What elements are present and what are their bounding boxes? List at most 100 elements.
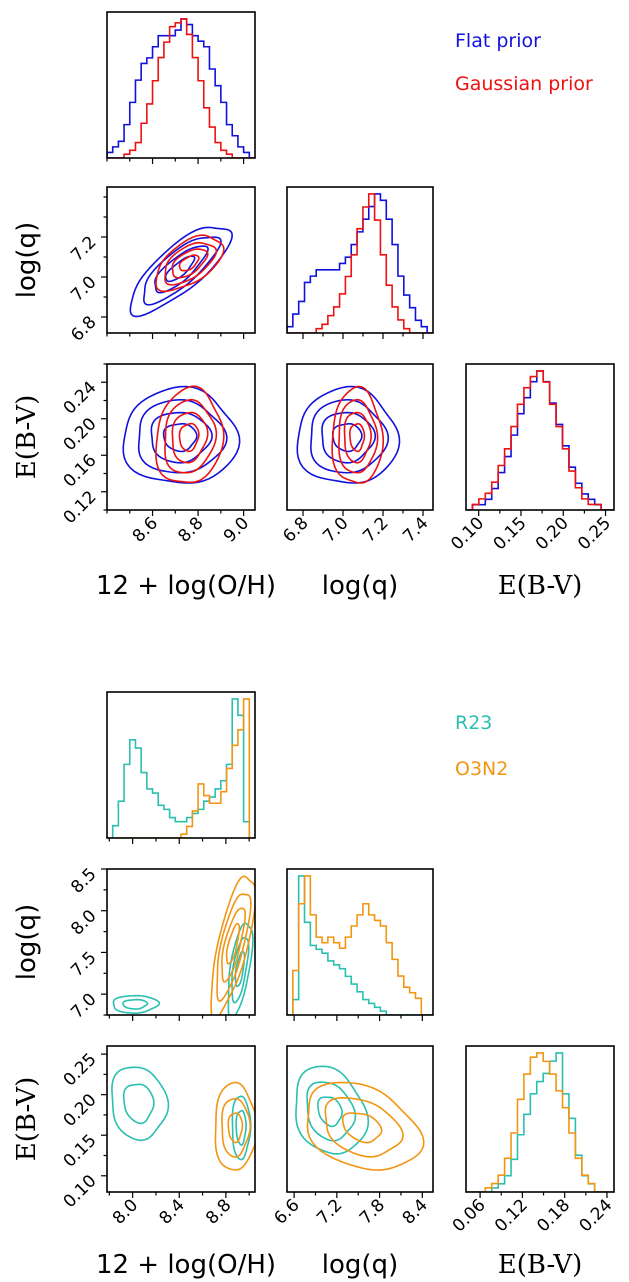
hist-r23-p1 — [287, 875, 433, 1015]
y-tick-label: 0.25 — [60, 1050, 101, 1091]
contour-flat-prior-1-2-0-level-0 — [331, 423, 363, 453]
y-tick-label: 0.15 — [60, 1131, 101, 1172]
x-tick-label: 8.4 — [156, 1195, 189, 1228]
contour-gaussian-prior-0-2-0-level-0 — [178, 422, 200, 453]
contour-gaussian-prior-0-2-0-level-2 — [164, 398, 218, 474]
panel-content — [287, 875, 433, 1015]
y-tick-label: 0.12 — [60, 487, 101, 528]
x-tick-label: 7.8 — [356, 1195, 389, 1228]
y-tick-label: 8.5 — [67, 864, 100, 897]
panel-frame — [106, 868, 256, 1016]
panel-content — [287, 193, 433, 333]
contour-gaussian-prior-1-2-0-level-3 — [331, 385, 385, 484]
y-tick-label: 7.0 — [67, 990, 100, 1023]
hist-flat-prior-p2 — [466, 370, 614, 510]
x-axis-label-0: 12 + log(O/H) — [96, 1250, 276, 1280]
panel-2-1: 6.8 7.0 7.2 7.4 — [279, 363, 434, 547]
contour-flat-prior-1-2-0-level-1 — [321, 411, 377, 464]
panel-content — [112, 875, 255, 1015]
contour-o3n2-1-2-0-level-1 — [324, 1097, 404, 1158]
hist-r23-p2 — [466, 1052, 614, 1192]
panel-frame — [106, 11, 256, 159]
x-tick-label: 0.20 — [532, 513, 573, 554]
x-tick-label: 9.0 — [220, 513, 253, 546]
corner-plot-1: 6.87.07.28.6 8.8 9.00.120.160.200.246.8 7.0… — [12, 11, 615, 601]
panel-1-0: 7.0 7.5 8.0 8.5 — [67, 864, 256, 1023]
y-tick-label: 0.10 — [60, 1171, 101, 1212]
x-tick-label: 7.2 — [359, 513, 392, 546]
x-axis-label-2: E(B-V) — [498, 571, 583, 601]
panel-content — [111, 1066, 255, 1171]
contour-r23-0-1-1-level-1 — [231, 936, 250, 1004]
hist-flat-prior-p1 — [287, 193, 433, 333]
panel-2-0: 8.6 8.8 9.0 0.120.160.200.24 — [60, 363, 256, 547]
y-axis-label-1: log(q) — [12, 904, 42, 980]
contour-o3n2-1-2-0-level-0 — [341, 1112, 383, 1144]
x-tick-label: 0.12 — [491, 1195, 532, 1236]
contour-o3n2-0-1-0-level-3 — [210, 875, 255, 1015]
contour-r23-0-2-0-level-0 — [122, 1083, 155, 1125]
panel-2-2: 0.06 0.12 0.18 0.24 — [449, 1045, 617, 1236]
contour-gaussian-prior-0-2-0-level-1 — [171, 411, 209, 464]
x-tick-label: 8.0 — [109, 1195, 142, 1228]
contour-r23-0-1-1-level-2 — [227, 922, 254, 1015]
panel-content — [296, 385, 401, 484]
contour-r23-1-2-0-level-0 — [317, 1096, 343, 1128]
y-tick-label: 7.5 — [67, 948, 100, 981]
contour-gaussian-prior-0-1-0-level-3 — [155, 234, 225, 293]
contour-o3n2-0-1-0-level-1 — [221, 907, 247, 983]
y-tick-label: 0.24 — [60, 378, 101, 419]
panel-content — [129, 226, 233, 318]
y-tick-label: 0.20 — [60, 414, 101, 455]
hist-o3n2-p0 — [107, 698, 255, 838]
y-tick-label: 7.2 — [67, 232, 100, 265]
hist-gaussian-prior-p0 — [107, 18, 255, 158]
panel-1-1 — [286, 186, 434, 339]
panel-frame — [106, 691, 256, 839]
panel-1-0: 6.8 7.0 7.2 — [67, 186, 256, 346]
legend-entry-0: Flat prior — [455, 30, 541, 52]
panel-frame — [286, 1045, 434, 1193]
panel-frame — [465, 1045, 615, 1193]
contour-r23-0-2-1-level-1 — [231, 1095, 252, 1161]
panel-frame — [286, 363, 434, 511]
y-tick-label: 6.8 — [67, 312, 100, 345]
legend-entry-0: R23 — [455, 712, 492, 734]
x-tick-label: 6.8 — [279, 513, 312, 546]
contour-gaussian-prior-0-2-0-level-3 — [155, 385, 225, 484]
contour-r23-0-1-0-level-0 — [122, 998, 149, 1010]
panel-content — [107, 698, 255, 838]
x-tick-label: 0.24 — [576, 1195, 617, 1236]
x-axis-label-1: log(q) — [322, 1250, 398, 1280]
panel-0-0 — [106, 11, 256, 164]
y-tick-label: 8.0 — [67, 906, 100, 939]
contour-r23-0-1-0-level-1 — [112, 994, 161, 1014]
contour-o3n2-1-2-0-level-2 — [306, 1081, 425, 1171]
x-tick-label: 0.10 — [447, 513, 488, 554]
legend-entry-1: Gaussian prior — [455, 73, 593, 95]
x-tick-label: 6.6 — [270, 1195, 303, 1228]
contour-r23-0-2-0-level-1 — [111, 1066, 170, 1142]
x-axis-label-0: 12 + log(O/H) — [96, 571, 276, 601]
x-tick-label: 8.8 — [202, 1195, 235, 1228]
legend-entry-1: O3N2 — [455, 758, 508, 780]
panel-frame — [465, 363, 615, 511]
hist-flat-prior-p0 — [107, 18, 255, 158]
contour-o3n2-0-1-0-level-2 — [216, 893, 252, 1003]
x-tick-label: 0.15 — [490, 513, 531, 554]
x-tick-label: 7.0 — [319, 513, 352, 546]
x-tick-label: 0.18 — [533, 1195, 574, 1236]
contour-r23-1-2-0-level-1 — [306, 1081, 357, 1142]
panel-content — [107, 18, 255, 158]
contour-r23-0-2-1-level-0 — [235, 1109, 247, 1146]
contour-r23-1-2-0-level-2 — [295, 1065, 370, 1155]
panel-0-0 — [106, 691, 256, 844]
panel-frame — [106, 1045, 256, 1193]
contour-gaussian-prior-0-1-0-level-0 — [178, 254, 200, 272]
y-axis-label-1: log(q) — [12, 222, 42, 298]
y-tick-label: 7.0 — [67, 272, 100, 305]
y-tick-label: 0.20 — [60, 1090, 101, 1131]
panel-2-2: 0.10 0.15 0.20 0.25 — [447, 363, 615, 554]
contour-gaussian-prior-1-2-0-level-0 — [349, 423, 366, 453]
